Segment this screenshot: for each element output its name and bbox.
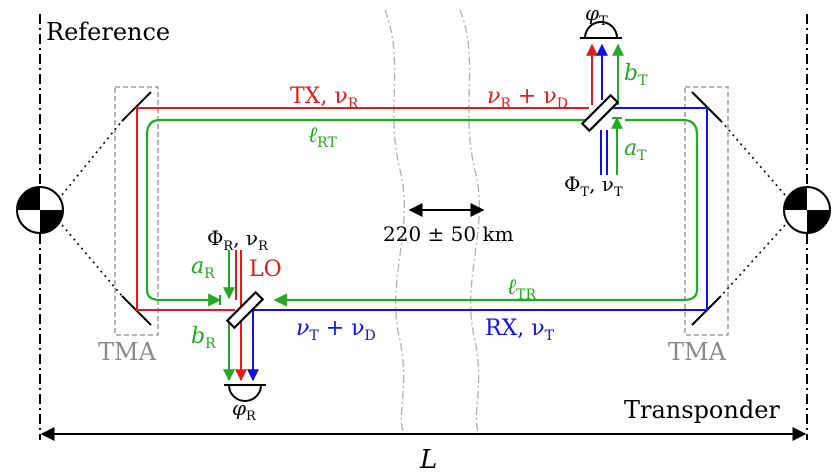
b-r-label: bR <box>191 324 216 352</box>
reference-label: Reference <box>46 18 170 46</box>
rx-label: RX, νT <box>485 316 555 344</box>
gap-distance-label: 220 ± 50 km <box>383 222 514 246</box>
sc-left-beam-bottom <box>61 224 123 297</box>
phi-t-label: ΦT, νT <box>564 172 623 200</box>
distance-l-label: L <box>419 445 437 475</box>
b-t-label: bT <box>624 61 648 89</box>
center-of-mass-right-icon <box>783 186 831 234</box>
phi-r-label: ΦR, νR <box>207 226 269 254</box>
nu-r-plus-nu-d-label: νR + νD <box>487 84 568 112</box>
tx-beam-path <box>136 107 589 311</box>
beamsplitter-transponder <box>580 93 620 133</box>
photodetector-transponder-icon <box>580 21 622 39</box>
tma-left-box <box>114 86 159 336</box>
tma-right-label: TMA <box>668 338 727 366</box>
gap-line-right <box>459 9 481 436</box>
tma-left-mirror-top <box>121 91 152 122</box>
tx-label: TX, νR <box>290 84 359 112</box>
lo-label: LO <box>249 257 282 282</box>
transponder-label: Transponder <box>624 396 780 424</box>
a-r-label: aR <box>191 254 215 282</box>
sc-right-beam-bottom <box>720 224 786 297</box>
varphi-t-label: φT <box>585 1 608 29</box>
green-path-loop-return <box>273 118 699 307</box>
tma-right-box <box>684 86 729 336</box>
a-t-label: aT <box>624 136 647 164</box>
varphi-r-label: φR <box>232 396 257 424</box>
green-path-loop <box>145 118 588 307</box>
tma-right-mirror-top <box>691 91 722 122</box>
l-rt-label: ℓRT <box>308 123 337 151</box>
photodetector-reference-icon <box>224 384 266 402</box>
tma-left-label: TMA <box>98 338 157 366</box>
gap-line-left <box>384 9 406 436</box>
l-tr-label: ℓTR <box>507 275 537 303</box>
center-of-mass-left-icon <box>16 186 64 234</box>
nu-t-plus-nu-d-label: νT + νD <box>296 316 376 344</box>
sc-right-beam-top <box>720 120 786 196</box>
sc-left-beam-top <box>61 120 123 196</box>
beamsplitter-reference <box>225 290 265 330</box>
